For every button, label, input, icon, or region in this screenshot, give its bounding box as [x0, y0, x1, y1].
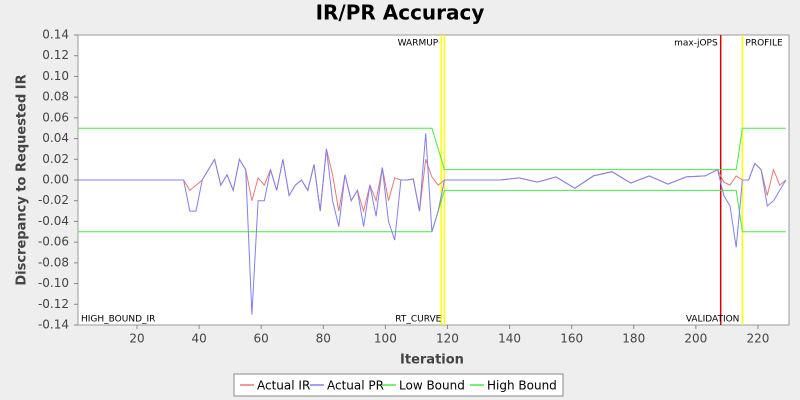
annotation: HIGH_BOUND_IR: [81, 315, 155, 325]
legend: [233, 373, 564, 397]
x-axis-label: Iteration: [400, 353, 464, 368]
x-tick-label: 40: [191, 332, 206, 346]
x-tick-label: 80: [316, 332, 331, 346]
x-tick-label: 180: [622, 332, 645, 346]
y-tick-label: -0.02: [38, 193, 69, 207]
y-tick-label: -0.14: [38, 318, 69, 332]
plot-area: [77, 34, 790, 326]
x-tick-label: 140: [498, 332, 521, 346]
y-tick-label: 0.06: [42, 110, 69, 124]
y-axis-label: Discrepancy to Requested IR: [15, 74, 30, 285]
annotation: VALIDATION: [686, 315, 740, 325]
x-tick-label: 20: [129, 332, 144, 346]
annotation: RT_CURVE: [395, 315, 441, 325]
x-tick-label: 120: [436, 332, 459, 346]
y-tick-label: -0.08: [38, 255, 69, 269]
y-tick-label: 0.00: [42, 173, 69, 187]
x-tick-label: 160: [560, 332, 583, 346]
y-tick-label: 0.04: [42, 131, 69, 145]
legend-label: Actual PR: [327, 379, 384, 393]
y-tick-label: -0.06: [38, 235, 69, 249]
legend-label: Low Bound: [399, 379, 465, 393]
y-tick-label: 0.12: [42, 48, 69, 62]
series-line: [78, 127, 786, 171]
legend-label: Actual IR: [257, 379, 310, 393]
annotation: PROFILE: [745, 39, 783, 49]
y-tick-label: -0.12: [38, 297, 69, 311]
annotation: WARMUP: [398, 39, 439, 49]
annotation: max-jOPS: [674, 39, 718, 49]
x-tick-label: 220: [746, 332, 769, 346]
x-tick-label: 60: [254, 332, 269, 346]
y-tick-label: -0.04: [38, 214, 69, 228]
series-line: [78, 133, 787, 315]
y-tick-label: 0.08: [42, 90, 69, 104]
chart-title: IR/PR Accuracy: [316, 1, 485, 25]
y-tick-label: 0.10: [42, 69, 69, 83]
y-tick-label: 0.02: [42, 152, 69, 166]
x-tick-label: 100: [374, 332, 397, 346]
x-tick-label: 200: [684, 332, 707, 346]
y-tick-label: -0.10: [38, 276, 69, 290]
y-tick-label: 0.14: [42, 28, 69, 42]
legend-label: High Bound: [487, 379, 557, 393]
